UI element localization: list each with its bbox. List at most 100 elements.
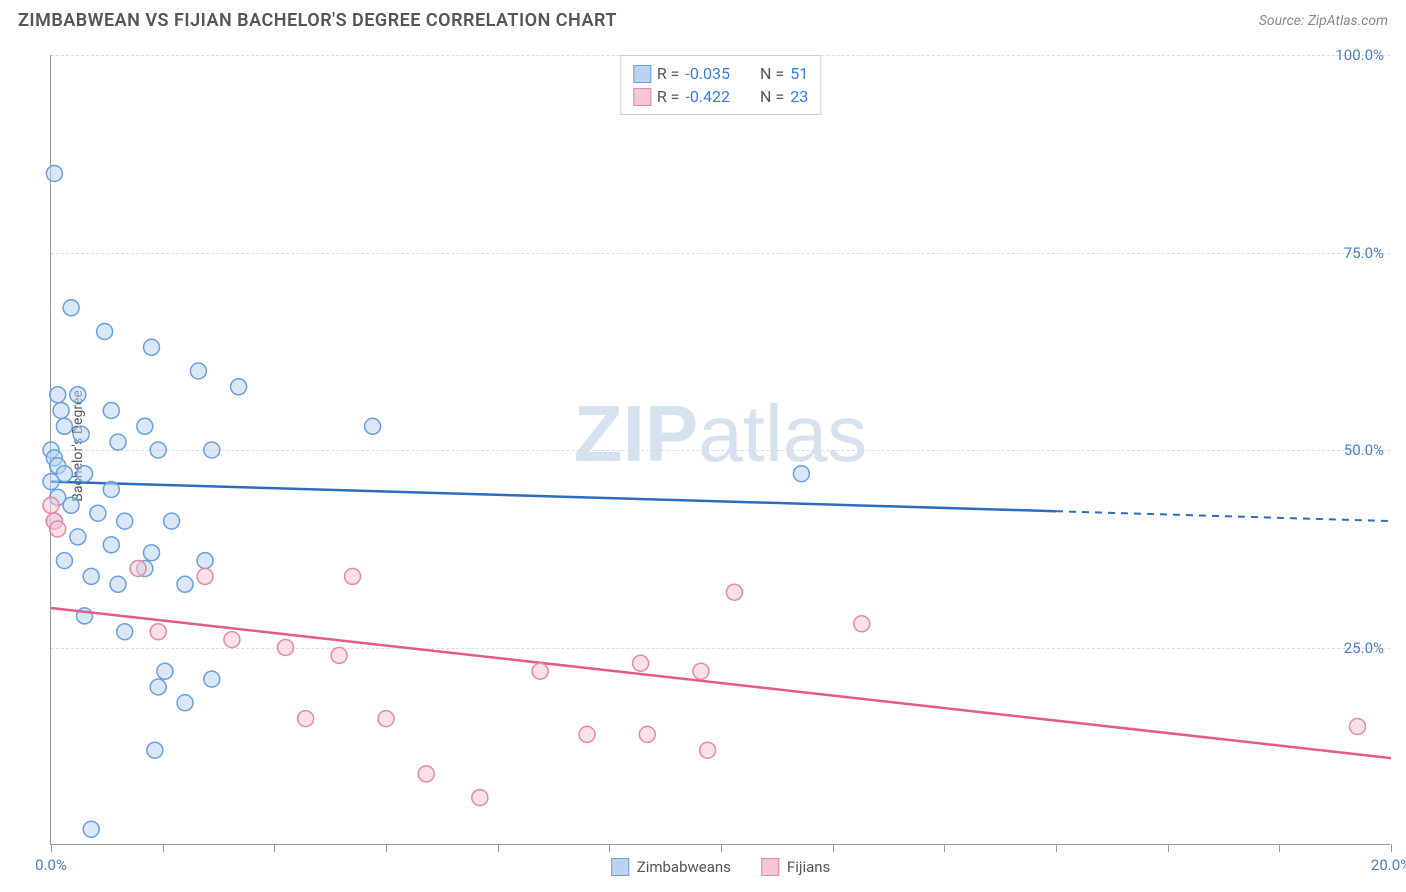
x-tick bbox=[833, 844, 834, 852]
data-point bbox=[472, 790, 488, 806]
data-point bbox=[726, 584, 742, 600]
x-tick bbox=[274, 844, 275, 852]
n-label: N = bbox=[760, 87, 784, 106]
data-point bbox=[700, 742, 716, 758]
legend-swatch bbox=[611, 858, 629, 876]
data-point bbox=[137, 418, 153, 434]
r-label: R = bbox=[657, 87, 680, 106]
data-point bbox=[103, 482, 119, 498]
data-point bbox=[147, 742, 163, 758]
data-point bbox=[345, 568, 361, 584]
x-tick bbox=[386, 844, 387, 852]
data-point bbox=[73, 426, 89, 442]
data-point bbox=[378, 711, 394, 727]
regression-line bbox=[51, 482, 1056, 512]
data-point bbox=[365, 418, 381, 434]
data-point bbox=[150, 442, 166, 458]
data-point bbox=[50, 387, 66, 403]
chart-plot-area: ZIPatlas 25.0%50.0%75.0%100.0% 0.0%20.0%… bbox=[50, 55, 1390, 845]
series-swatch bbox=[633, 65, 651, 83]
data-point bbox=[204, 442, 220, 458]
data-point bbox=[854, 616, 870, 632]
r-label: R = bbox=[657, 64, 680, 83]
data-point bbox=[298, 711, 314, 727]
data-point bbox=[164, 513, 180, 529]
x-tick bbox=[498, 844, 499, 852]
data-point bbox=[633, 655, 649, 671]
data-point bbox=[117, 624, 133, 640]
data-point bbox=[56, 553, 72, 569]
data-point bbox=[331, 647, 347, 663]
data-point bbox=[43, 474, 59, 490]
data-point bbox=[63, 300, 79, 316]
data-point bbox=[231, 379, 247, 395]
x-tick bbox=[1279, 844, 1280, 852]
x-tick bbox=[1168, 844, 1169, 852]
data-point bbox=[83, 821, 99, 837]
regression-line bbox=[51, 608, 1391, 758]
source-attribution: Source: ZipAtlas.com bbox=[1259, 13, 1388, 29]
x-tick bbox=[944, 844, 945, 852]
data-point bbox=[197, 553, 213, 569]
series-swatch bbox=[633, 88, 651, 106]
r-value: -0.422 bbox=[685, 87, 730, 106]
data-point bbox=[197, 568, 213, 584]
x-tick bbox=[163, 844, 164, 852]
n-value: 23 bbox=[790, 87, 808, 106]
data-point bbox=[532, 663, 548, 679]
data-point bbox=[43, 497, 59, 513]
legend-item: Zimbabweans bbox=[611, 858, 731, 876]
data-point bbox=[70, 529, 86, 545]
data-point bbox=[90, 505, 106, 521]
data-point bbox=[150, 679, 166, 695]
stats-row: R = -0.422 N = 23 bbox=[633, 85, 808, 108]
data-point bbox=[639, 726, 655, 742]
x-tick-label: 0.0% bbox=[35, 856, 67, 874]
x-tick bbox=[1391, 844, 1392, 852]
legend-item: Fijians bbox=[761, 858, 830, 876]
data-point bbox=[53, 403, 69, 419]
legend-label: Fijians bbox=[787, 858, 830, 876]
data-point bbox=[56, 418, 72, 434]
data-point bbox=[157, 663, 173, 679]
data-point bbox=[83, 568, 99, 584]
data-point bbox=[46, 166, 62, 182]
data-point bbox=[278, 640, 294, 656]
r-value: -0.035 bbox=[685, 64, 730, 83]
data-point bbox=[693, 663, 709, 679]
data-point bbox=[70, 387, 86, 403]
data-point bbox=[103, 403, 119, 419]
data-point bbox=[50, 521, 66, 537]
scatter-plot-svg bbox=[51, 55, 1390, 844]
data-point bbox=[110, 434, 126, 450]
data-point bbox=[150, 624, 166, 640]
regression-line-extrapolated bbox=[1056, 511, 1391, 521]
legend-label: Zimbabweans bbox=[637, 858, 731, 876]
data-point bbox=[63, 497, 79, 513]
data-point bbox=[177, 695, 193, 711]
x-tick bbox=[51, 844, 52, 852]
data-point bbox=[117, 513, 133, 529]
data-point bbox=[130, 561, 146, 577]
x-tick bbox=[1056, 844, 1057, 852]
data-point bbox=[77, 466, 93, 482]
x-tick bbox=[609, 844, 610, 852]
chart-header: ZIMBABWEAN VS FIJIAN BACHELOR'S DEGREE C… bbox=[0, 0, 1406, 31]
data-point bbox=[1350, 719, 1366, 735]
data-point bbox=[110, 576, 126, 592]
series-legend: Zimbabweans Fijians bbox=[611, 858, 831, 876]
data-point bbox=[418, 766, 434, 782]
correlation-stats-box: R =-0.035N =51R =-0.422N =23 bbox=[620, 55, 821, 115]
data-point bbox=[204, 671, 220, 687]
chart-title: ZIMBABWEAN VS FIJIAN BACHELOR'S DEGREE C… bbox=[18, 10, 617, 31]
data-point bbox=[190, 363, 206, 379]
legend-swatch bbox=[761, 858, 779, 876]
data-point bbox=[144, 545, 160, 561]
data-point bbox=[579, 726, 595, 742]
data-point bbox=[144, 339, 160, 355]
stats-row: R =-0.035N =51 bbox=[633, 62, 808, 85]
data-point bbox=[793, 466, 809, 482]
x-tick bbox=[721, 844, 722, 852]
data-point bbox=[97, 324, 113, 340]
n-label: N = bbox=[760, 64, 784, 83]
